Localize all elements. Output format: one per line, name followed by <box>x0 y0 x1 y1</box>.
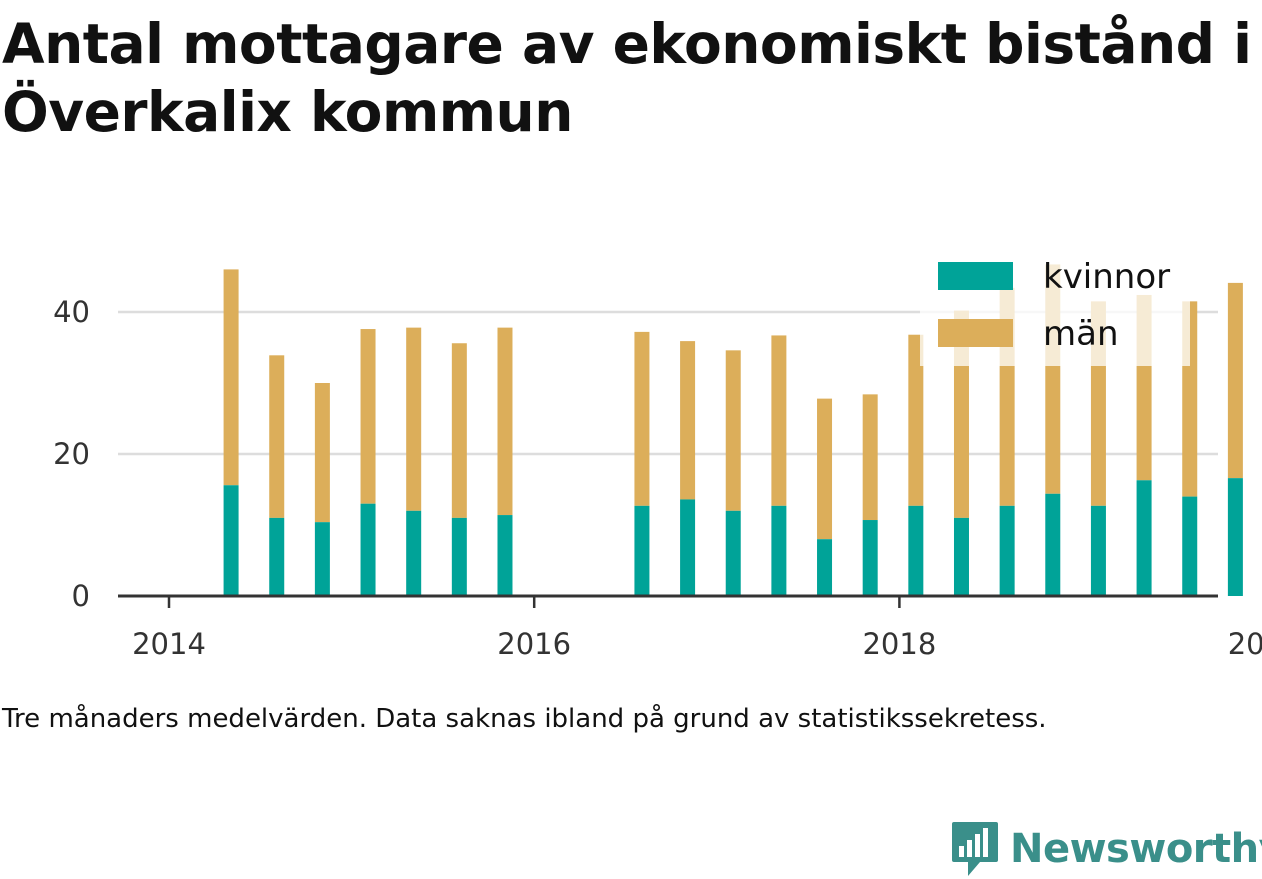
bar-kvinnor <box>725 510 741 596</box>
bar-man <box>862 394 878 521</box>
bar-kvinnor <box>1090 505 1106 596</box>
x-tick-label: 2014 <box>132 627 206 661</box>
legend-swatch <box>938 262 1013 290</box>
chart-footnote: Tre månaders medelvärden. Data saknas ib… <box>2 704 1047 734</box>
legend: kvinnor män <box>920 248 1190 366</box>
bar-man <box>406 327 422 511</box>
bar-man <box>360 329 376 504</box>
bar-kvinnor <box>451 517 467 596</box>
bar-kvinnor <box>953 517 969 596</box>
bar-man <box>725 350 741 511</box>
x-tick-label: 2020 <box>1228 627 1262 661</box>
bar-kvinnor <box>1045 493 1061 596</box>
legend-label: kvinnor <box>1043 257 1170 297</box>
bar-kvinnor <box>269 517 285 596</box>
bar-kvinnor <box>999 505 1015 596</box>
brand-name: Newsworthy <box>1010 826 1262 872</box>
x-axis: 201420162018202020222024 <box>118 594 1262 661</box>
bar-kvinnor <box>1227 478 1243 596</box>
bar-kvinnor <box>1136 480 1152 596</box>
bar-kvinnor <box>771 505 787 596</box>
x-tick-label: 2018 <box>862 627 936 661</box>
bar-kvinnor <box>817 539 833 596</box>
y-tick-label: 0 <box>72 579 90 613</box>
bar-man <box>497 327 513 516</box>
legend-label: män <box>1043 314 1119 354</box>
bar-man <box>908 334 924 506</box>
bar-kvinnor <box>406 510 422 596</box>
x-tick-label: 2016 <box>497 627 571 661</box>
bar-kvinnor <box>1182 496 1198 596</box>
y-axis-ticks: 0 20 40 <box>53 295 90 613</box>
newsworthy-logo-icon <box>952 822 998 876</box>
bar-kvinnor <box>634 505 650 596</box>
bar-kvinnor <box>223 485 239 596</box>
bar-man <box>817 398 833 540</box>
bar-kvinnor <box>908 505 924 596</box>
chart-title: Antal mottagare av ekonomiskt bistånd i … <box>2 12 1252 144</box>
y-tick-label: 40 <box>53 295 90 329</box>
bar-kvinnor <box>314 522 330 596</box>
bar-man <box>314 383 330 523</box>
bar-man <box>269 355 285 518</box>
bar-man <box>1227 282 1243 479</box>
bar-man <box>223 269 239 486</box>
bar-kvinnor <box>680 499 696 596</box>
bar-kvinnor <box>360 503 376 596</box>
bars <box>223 264 1243 596</box>
y-tick-label: 20 <box>53 437 90 471</box>
brand-logo[interactable]: Newsworthy <box>950 820 1262 878</box>
bar-man <box>680 341 696 500</box>
bar-kvinnor <box>862 520 878 596</box>
bar-kvinnor <box>497 515 513 596</box>
bar-man <box>451 343 467 518</box>
legend-swatch <box>938 319 1013 347</box>
bar-man <box>634 331 650 506</box>
bar-man <box>771 335 787 506</box>
